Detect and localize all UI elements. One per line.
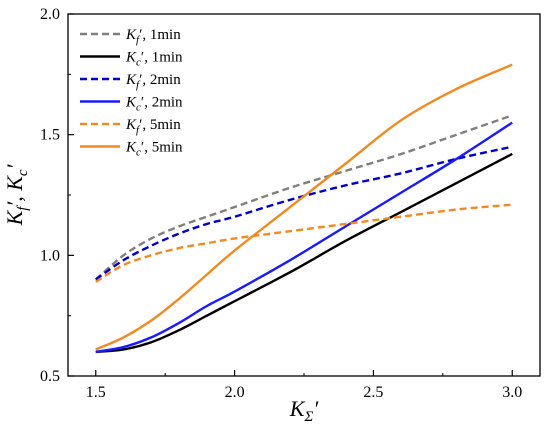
y-tick-label: 2.0 <box>40 6 60 23</box>
legend-label: Kc′, 1min <box>125 50 183 69</box>
y-tick-label: 1.5 <box>40 127 60 144</box>
series-line-0 <box>94 114 513 281</box>
legend-label: Kc′, 5min <box>125 140 183 159</box>
legend-label: Kf′, 1min <box>125 27 181 46</box>
legend: Kf′, 1min Kc′, 1min Kf′, 2min Kc′, 2min Kf′,… <box>80 27 183 159</box>
x-tick-label: 3.0 <box>502 384 522 401</box>
series-line-3 <box>95 121 513 354</box>
series-layer <box>94 63 513 354</box>
y-axis-title: Kf′, Kc′ <box>2 163 31 226</box>
x-axis-ticks: 1.5 2.0 2.5 3.0 <box>86 370 522 401</box>
y-tick-label: 0.5 <box>40 368 60 385</box>
x-tick-label: 2.0 <box>225 384 245 401</box>
series-line-4 <box>95 203 513 283</box>
legend-label: Kf′, 2min <box>125 72 181 91</box>
series-line-1 <box>95 152 513 354</box>
x-tick-label: 1.5 <box>86 384 106 401</box>
legend-label: Kf′, 5min <box>125 117 181 136</box>
series-line-5 <box>95 63 513 351</box>
x-axis-title: KΣ′ <box>289 396 320 425</box>
legend-label: Kc′, 2min <box>125 95 183 114</box>
y-axis-ticks: 0.5 1.0 1.5 2.0 <box>40 6 74 385</box>
series-line-2 <box>95 145 513 281</box>
x-tick-label: 2.5 <box>363 384 383 401</box>
y-tick-label: 1.0 <box>40 247 60 264</box>
